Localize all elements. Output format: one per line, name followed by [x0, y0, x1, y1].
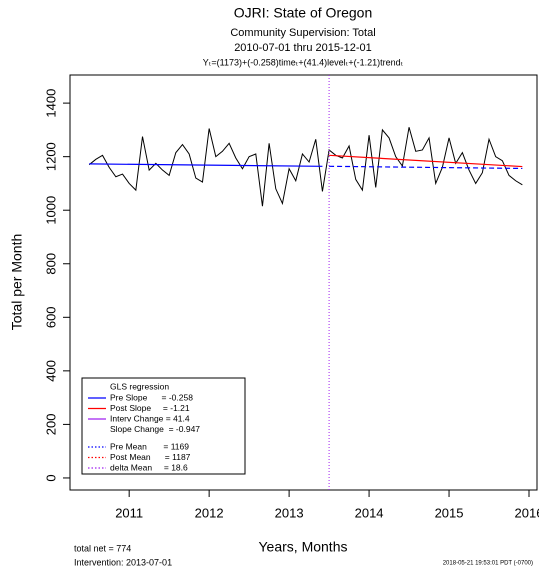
legend-entry: Slope Change = -0.947 — [110, 424, 200, 434]
legend-entry: delta Mean = 18.6 — [110, 462, 188, 472]
y-tick-label: 600 — [43, 306, 58, 328]
fit-line — [329, 154, 523, 168]
x-tick-label: 2016 — [515, 505, 539, 520]
x-tick-label: 2014 — [355, 505, 384, 520]
fit-line — [329, 165, 523, 170]
y-tick-label: 800 — [43, 253, 58, 275]
x-axis-label: Years, Months — [259, 539, 348, 555]
formula: Yₜ=(1173)+(-0.258)timeₜ+(41.4)levelₜ+(-1… — [203, 57, 404, 67]
x-tick-label: 2011 — [115, 505, 143, 520]
legend-entry: Interv Change = 41.4 — [110, 413, 190, 423]
y-tick-label: 1200 — [43, 142, 58, 171]
legend-entry: Post Slope = -1.21 — [110, 403, 190, 413]
y-tick-label: 1400 — [43, 89, 58, 118]
data-line — [88, 127, 523, 207]
chart-title: OJRI: State of Oregon — [234, 5, 373, 21]
plot-frame — [69, 74, 538, 491]
x-tick-label: 2012 — [195, 505, 224, 520]
y-axis-label: Total per Month — [9, 234, 25, 331]
footer-note: total net = 774 — [74, 543, 131, 553]
legend-box — [81, 377, 246, 475]
legend-entry: Pre Mean = 1169 — [110, 441, 189, 451]
legend-entry: Post Mean = 1187 — [110, 452, 191, 462]
fit-line — [89, 163, 323, 167]
date-range: 2010-07-01 thru 2015-12-01 — [234, 42, 372, 54]
y-tick-label: 400 — [43, 360, 58, 382]
timestamp: 2018-05-21 19:53:01 PDT (-0700) — [443, 561, 533, 567]
chart-subtitle: Community Supervision: Total — [230, 27, 375, 39]
legend-title: GLS regression — [110, 381, 169, 391]
legend-entry: Pre Slope = -0.258 — [110, 392, 193, 402]
x-tick-label: 2015 — [435, 505, 464, 520]
footer-note: Intervention: 2013-07-01 — [74, 557, 172, 567]
y-tick-label: 200 — [43, 414, 58, 436]
y-tick-label: 1000 — [43, 196, 58, 225]
y-tick-label: 0 — [43, 474, 58, 481]
x-tick-label: 2013 — [275, 505, 304, 520]
